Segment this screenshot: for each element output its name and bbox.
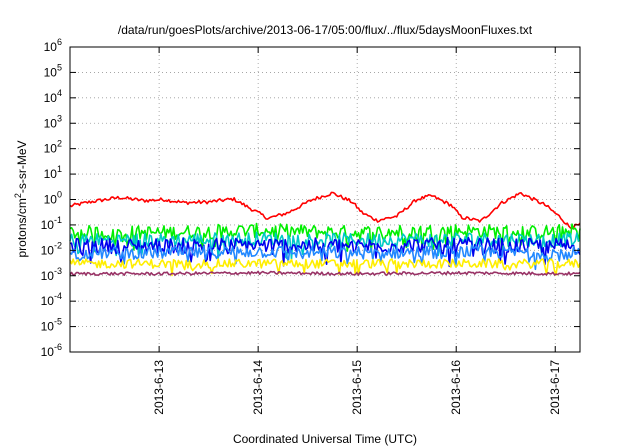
y-tick-label: 10-1	[41, 215, 62, 232]
y-tick-label: 101	[44, 164, 62, 181]
chart-title: /data/run/goesPlots/archive/2013-06-17/0…	[118, 23, 533, 37]
x-tick-labels: 2013-6-13 2013-6-14 2013-6-15 2013-6-16 2013…	[152, 360, 562, 415]
y-tick-label: 104	[44, 88, 62, 105]
x-tick-label: 2013-6-14	[251, 360, 265, 415]
y-tick-label: 102	[44, 139, 62, 156]
y-tick-label: 10-4	[41, 291, 62, 308]
y-tick-labels: 10-6 10-5 10-4 10-3 10-2 10-1 100 101 102 103 104 1…	[41, 37, 62, 359]
y-tick-label: 100	[44, 190, 62, 207]
y-tick-label: 105	[44, 62, 62, 79]
x-tick-label: 2013-6-15	[350, 360, 364, 415]
series-layer	[69, 191, 581, 277]
x-tick-label: 2013-6-17	[548, 360, 562, 415]
x-tick-label: 2013-6-13	[152, 360, 166, 415]
series-line-3	[69, 236, 581, 268]
y-tick-label: 10-3	[41, 266, 62, 283]
series-line-5	[69, 258, 581, 277]
x-tick-label: 2013-6-16	[449, 360, 463, 415]
y-tick-label: 106	[44, 37, 62, 54]
series-line-1	[69, 222, 581, 253]
series-line-6	[69, 270, 581, 276]
y-tick-label: 10-2	[41, 240, 62, 257]
series-line-0	[69, 191, 581, 230]
axis-ticks	[70, 46, 580, 353]
y-axis-label: protons/cm2-s-sr-MeV	[13, 140, 29, 257]
y-tick-label: 10-6	[41, 342, 62, 359]
y-tick-label: 103	[44, 113, 62, 130]
y-tick-label: 10-5	[41, 317, 62, 334]
x-axis-label: Coordinated Universal Time (UTC)	[233, 432, 417, 446]
series-line-4	[69, 244, 581, 271]
